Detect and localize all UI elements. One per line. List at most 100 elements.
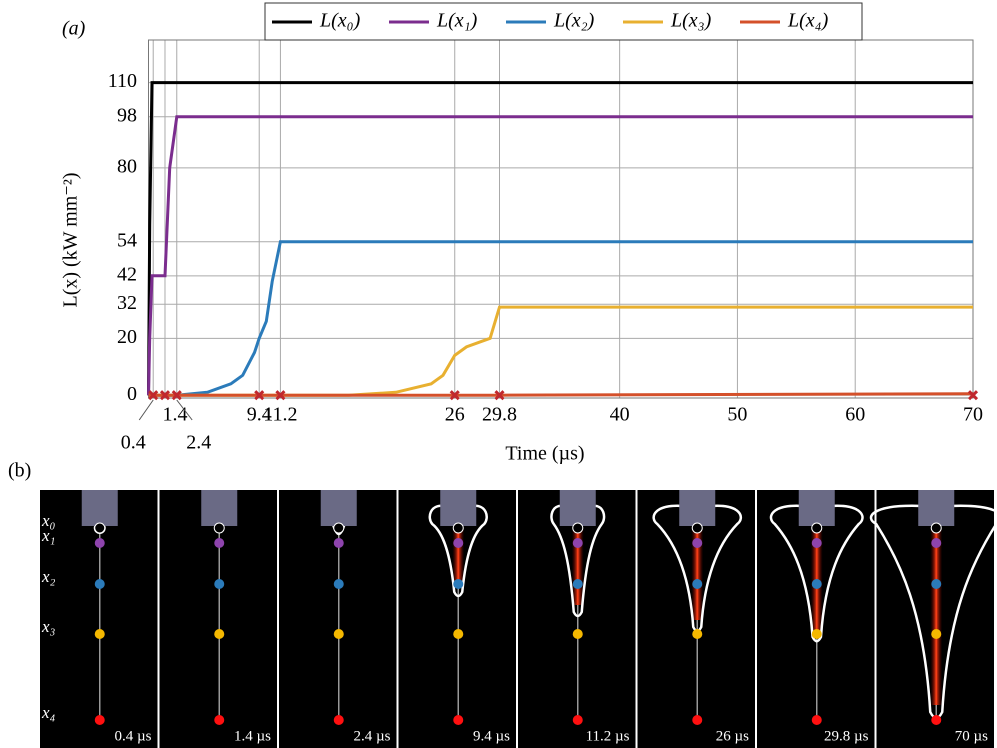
legend-label: L(x₀) xyxy=(319,10,361,32)
y-tick-label: 20 xyxy=(117,326,137,348)
plot-frame xyxy=(148,39,974,399)
frame-time: 29.8 µs xyxy=(824,728,869,744)
probe-point xyxy=(94,715,105,725)
point-label: x₀ xyxy=(41,511,56,530)
probe-point xyxy=(692,629,703,639)
probe-point xyxy=(452,522,464,534)
event-marker xyxy=(159,390,171,401)
y-tick-label: 110 xyxy=(108,70,137,92)
tick-leader xyxy=(176,399,193,421)
y-tick-label: 54 xyxy=(117,229,137,251)
frame-time: 9.4 µs xyxy=(473,728,510,744)
probe-point xyxy=(930,522,942,534)
point-label: x₁ xyxy=(41,526,55,545)
plasma-glow xyxy=(452,528,465,585)
x-tick-label: 0.4 xyxy=(121,432,146,454)
probe-point xyxy=(572,522,584,534)
probe-point xyxy=(931,715,942,725)
probe-point xyxy=(333,629,344,639)
x-tick-label: 60 xyxy=(845,404,865,426)
probe-point xyxy=(811,715,822,725)
nozzle xyxy=(918,490,955,526)
probe-point xyxy=(811,538,822,548)
legend-label: L(x₁) xyxy=(436,10,478,32)
series-line xyxy=(147,81,973,396)
event-marker xyxy=(494,390,505,401)
x-tick-label: 40 xyxy=(610,404,630,426)
probe-point xyxy=(692,579,703,589)
legend-label: L(x₂) xyxy=(553,10,595,32)
x-tick-label: 2.4 xyxy=(186,432,211,454)
x-tick-label: 29.8 xyxy=(482,404,517,426)
y-tick-label: 80 xyxy=(117,155,137,177)
series-line xyxy=(148,392,974,397)
probe-point xyxy=(572,579,583,589)
probe-point xyxy=(931,579,942,589)
bubble-outline xyxy=(428,504,488,598)
y-axis-title: L(x) (kW mm⁻²) xyxy=(60,172,82,307)
event-marker xyxy=(449,390,460,401)
probe-point xyxy=(453,579,464,589)
series-line xyxy=(148,240,973,397)
nozzle xyxy=(798,490,835,526)
series-line xyxy=(148,305,973,397)
probe-point xyxy=(94,579,105,589)
probe-point xyxy=(333,538,344,548)
legend-label: L(x₃) xyxy=(670,10,712,32)
probe-point xyxy=(691,522,703,534)
frame-time: 0.4 µs xyxy=(115,728,152,744)
probe-point xyxy=(811,522,823,534)
plasma-glow xyxy=(930,528,943,705)
nozzle xyxy=(440,490,477,526)
probe-point xyxy=(453,538,464,548)
y-tick-label: 32 xyxy=(117,292,137,314)
probe-point xyxy=(214,715,225,725)
x-tick-label: 50 xyxy=(727,404,747,426)
nozzle xyxy=(559,490,596,526)
probe-point xyxy=(94,629,105,639)
probe-point xyxy=(214,629,225,639)
x-tick-label: 9.4 xyxy=(247,404,272,426)
plasma-glow xyxy=(691,528,704,620)
bubble-outline xyxy=(769,504,864,643)
y-tick-label: 98 xyxy=(117,104,137,126)
event-marker xyxy=(254,390,265,401)
legend-label: L(x₄) xyxy=(787,10,829,32)
y-tick-label: 0 xyxy=(127,383,137,405)
nozzle xyxy=(679,490,716,526)
probe-point xyxy=(453,629,464,639)
point-label: x₄ xyxy=(41,703,56,722)
bubble-outline xyxy=(550,504,606,618)
probe-point xyxy=(692,715,703,725)
probe-point xyxy=(94,522,106,534)
probe-point xyxy=(572,538,583,548)
frame-time: 26 µs xyxy=(716,728,749,744)
event-marker xyxy=(967,390,979,401)
frame-time: 1.4 µs xyxy=(234,728,271,744)
series-line xyxy=(147,115,973,396)
probe-point xyxy=(692,538,703,548)
probe-point xyxy=(333,579,344,589)
nozzle xyxy=(320,490,357,526)
y-tick-label: 42 xyxy=(117,263,137,285)
probe-point xyxy=(811,579,822,589)
panel-b-label: (b) xyxy=(8,460,31,482)
x-tick-label: 11.2 xyxy=(263,404,297,426)
x-tick-label: 26 xyxy=(445,404,465,426)
probe-point xyxy=(931,629,942,639)
event-marker xyxy=(275,390,286,401)
x-tick-label: 1.4 xyxy=(162,404,187,426)
x-tick-label: 70 xyxy=(963,404,983,426)
probe-point xyxy=(572,715,583,725)
probe-point xyxy=(333,522,345,534)
x-axis-title: Time (µs) xyxy=(505,443,584,465)
point-label: x₃ xyxy=(41,617,56,636)
probe-point xyxy=(94,538,105,548)
frame-time: 70 µs xyxy=(955,728,988,744)
event-marker xyxy=(148,390,159,401)
probe-point xyxy=(453,715,464,725)
probe-point xyxy=(214,579,225,589)
probe-point xyxy=(214,538,225,548)
frame-time: 2.4 µs xyxy=(354,728,391,744)
